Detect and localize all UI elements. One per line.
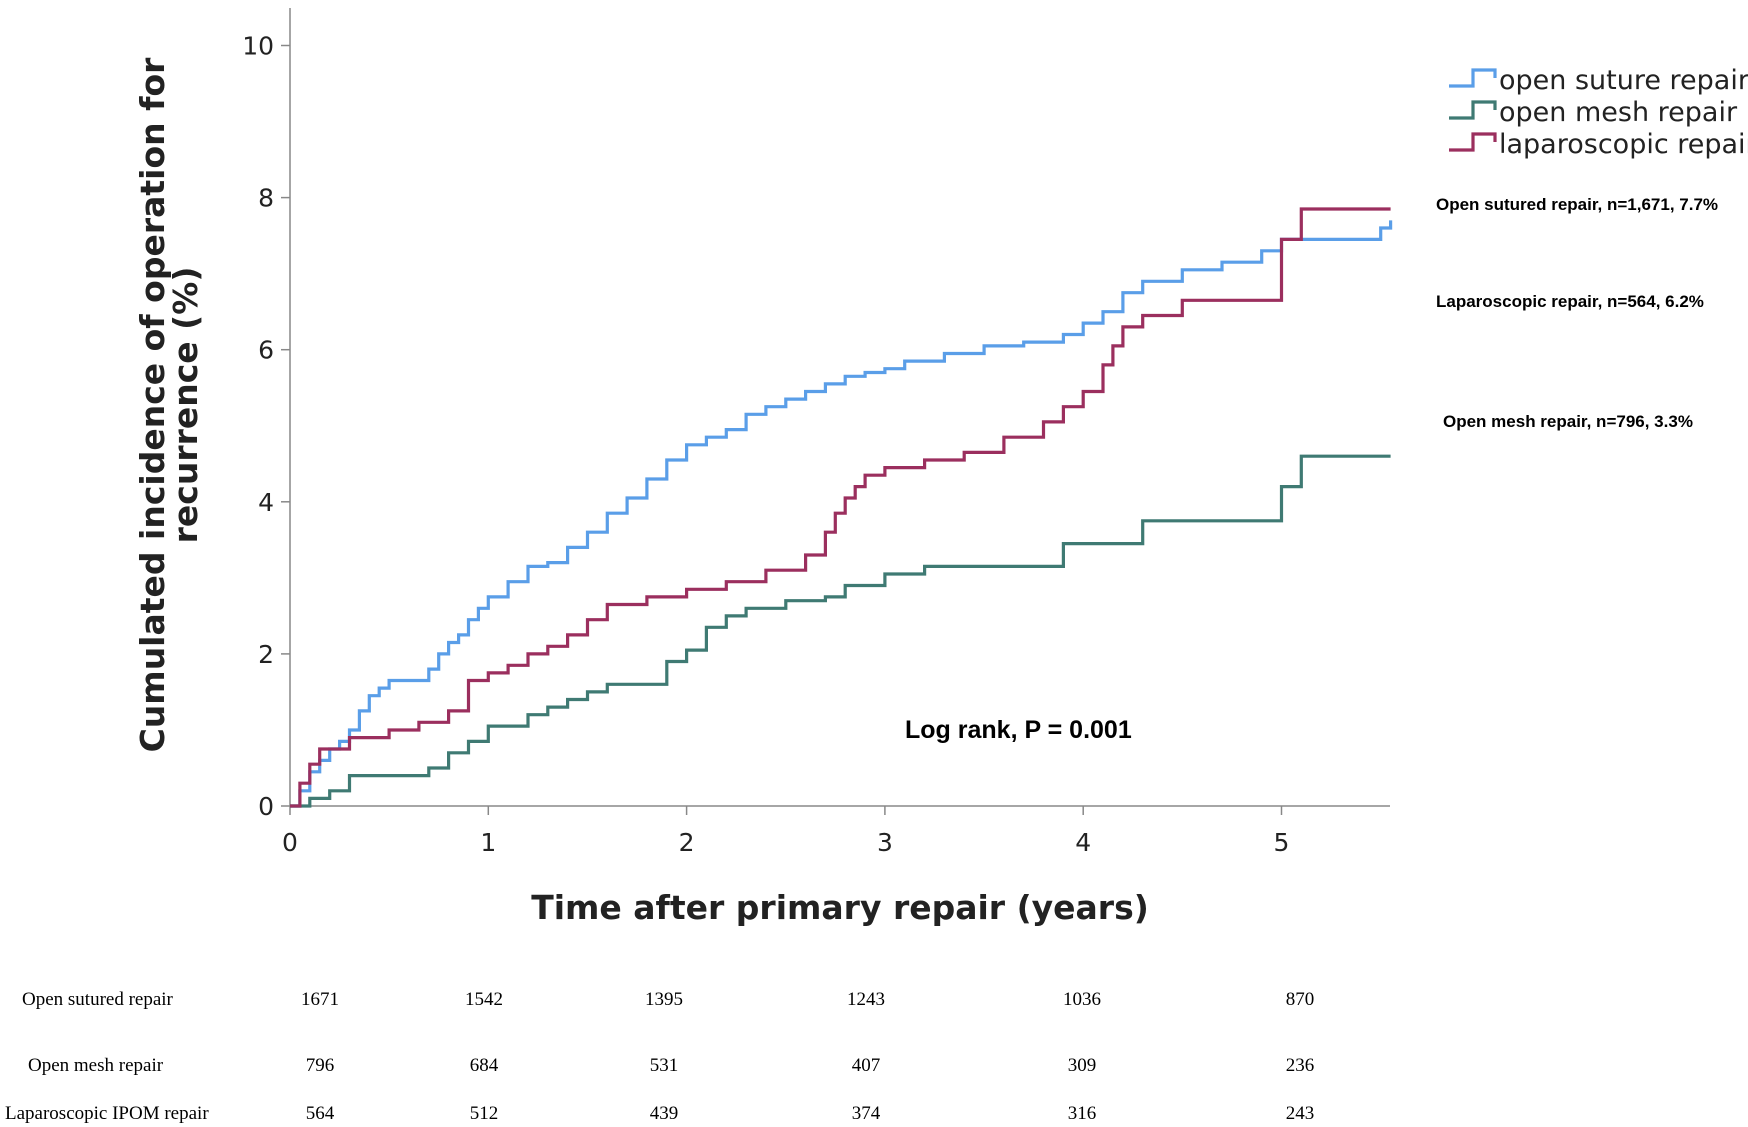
risk-cell: 512 (470, 1103, 499, 1124)
y-tick-label: 2 (258, 640, 274, 669)
x-tick-label: 1 (480, 828, 496, 857)
y-tick-label: 4 (258, 488, 274, 517)
y-tick-label: 6 (258, 336, 274, 365)
risk-row-label: Laparoscopic IPOM repair (5, 1103, 209, 1124)
y-axis-title-line1: Cumulated incidence of operation for (133, 57, 172, 753)
legend-label-open-mesh: open mesh repair (1499, 97, 1738, 128)
risk-cell: 374 (852, 1103, 881, 1124)
x-tick-label: 4 (1075, 828, 1091, 857)
legend-label-open-suture: open suture repair (1499, 65, 1748, 96)
risk-cell: 309 (1068, 1055, 1097, 1076)
y-axis-title-line2: recurrence (%) (166, 267, 205, 544)
x-axis-title: Time after primary repair (years) (531, 888, 1149, 927)
x-tick-label: 0 (282, 828, 298, 857)
series-line-open-mesh (290, 454, 1391, 808)
x-tick-label: 5 (1274, 828, 1290, 857)
risk-cell: 1671 (301, 989, 339, 1010)
risk-cell: 564 (306, 1103, 335, 1124)
risk-cell: 236 (1286, 1055, 1315, 1076)
risk-cell: 870 (1286, 989, 1315, 1010)
risk-cell: 1036 (1063, 989, 1101, 1010)
risk-table: Open sutured repair 1671 1542 1395 1243 1036 8… (5, 989, 1314, 1124)
risk-cell: 243 (1286, 1103, 1315, 1124)
legend-key-laparoscopic (1449, 132, 1497, 152)
y-tick-label: 8 (258, 184, 274, 213)
log-rank-annotation: Log rank, P = 0.001 (905, 716, 1132, 744)
risk-cell: 684 (470, 1055, 499, 1076)
y-tick-label: 10 (242, 32, 274, 61)
risk-cell: 407 (852, 1055, 881, 1076)
series-line-open-suture (290, 220, 1393, 808)
risk-cell: 796 (306, 1055, 335, 1076)
legend-label-laparoscopic: laparoscopic repair (1499, 129, 1748, 160)
x-tick-label: 2 (679, 828, 695, 857)
y-tick-label: 0 (258, 792, 274, 821)
annotation-laparoscopic: Laparoscopic repair, n=564, 6.2% (1436, 292, 1704, 311)
legend-key-open-suture (1449, 68, 1497, 88)
annotation-open-sutured: Open sutured repair, n=1,671, 7.7% (1436, 195, 1718, 214)
series-line-laparoscopic (290, 207, 1391, 808)
risk-cell: 1243 (847, 989, 885, 1010)
risk-row-label: Open sutured repair (22, 989, 174, 1010)
risk-cell: 439 (650, 1103, 679, 1124)
risk-cell: 1542 (465, 989, 503, 1010)
legend-key-open-mesh (1449, 100, 1497, 120)
risk-row-label: Open mesh repair (28, 1055, 164, 1076)
annotation-open-mesh: Open mesh repair, n=796, 3.3% (1443, 412, 1693, 431)
risk-cell: 531 (650, 1055, 679, 1076)
risk-cell: 316 (1068, 1103, 1097, 1124)
x-tick-label: 3 (877, 828, 893, 857)
risk-cell: 1395 (645, 989, 683, 1010)
